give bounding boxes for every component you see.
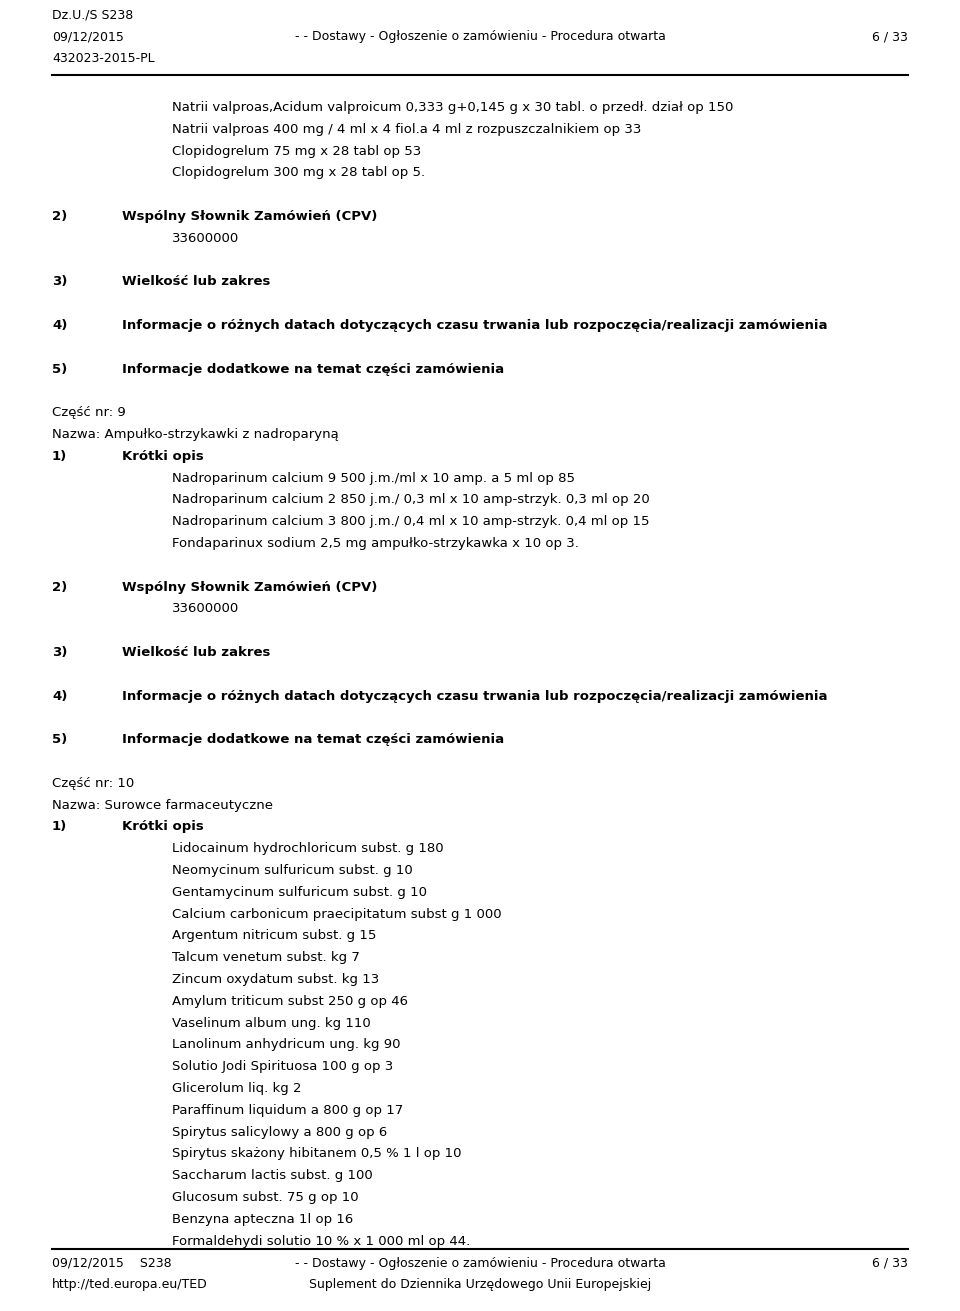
Text: Informacje dodatkowe na temat części zamówienia: Informacje dodatkowe na temat części zam… <box>122 363 504 375</box>
Text: Dz.U./S S238: Dz.U./S S238 <box>52 8 133 21</box>
Text: Fondaparinux sodium 2,5 mg ampułko-strzykawka x 10 op 3.: Fondaparinux sodium 2,5 mg ampułko-strzy… <box>172 538 579 551</box>
Text: Informacje o różnych datach dotyczących czasu trwania lub rozpoczęcia/realizacji: Informacje o różnych datach dotyczących … <box>122 319 828 332</box>
Text: Formaldehydi solutio 10 % x 1 000 ml op 44.: Formaldehydi solutio 10 % x 1 000 ml op … <box>172 1235 470 1248</box>
Text: Vaselinum album ung. kg 110: Vaselinum album ung. kg 110 <box>172 1016 371 1029</box>
Text: Informacje dodatkowe na temat części zamówienia: Informacje dodatkowe na temat części zam… <box>122 733 504 746</box>
Text: Nadroparinum calcium 9 500 j.m./ml x 10 amp. a 5 ml op 85: Nadroparinum calcium 9 500 j.m./ml x 10 … <box>172 472 575 485</box>
Text: Glucosum subst. 75 g op 10: Glucosum subst. 75 g op 10 <box>172 1190 359 1203</box>
Text: Gentamycinum sulfuricum subst. g 10: Gentamycinum sulfuricum subst. g 10 <box>172 886 427 899</box>
Text: Natrii valproas,Acidum valproicum 0,333 g+0,145 g x 30 tabl. o przedł. dział op : Natrii valproas,Acidum valproicum 0,333 … <box>172 101 733 114</box>
Text: Suplement do Dziennika Urzędowego Unii Europejskiej: Suplement do Dziennika Urzędowego Unii E… <box>309 1278 651 1291</box>
Text: Spirytus salicylowy a 800 g op 6: Spirytus salicylowy a 800 g op 6 <box>172 1126 387 1138</box>
Text: Część nr: 10: Część nr: 10 <box>52 777 134 789</box>
Text: 33600000: 33600000 <box>172 602 239 615</box>
Text: Argentum nitricum subst. g 15: Argentum nitricum subst. g 15 <box>172 929 376 943</box>
Text: Wielkość lub zakres: Wielkość lub zakres <box>122 646 271 659</box>
Text: 5): 5) <box>52 363 67 375</box>
Text: Natrii valproas 400 mg / 4 ml x 4 fiol.a 4 ml z rozpuszczalnikiem op 33: Natrii valproas 400 mg / 4 ml x 4 fiol.a… <box>172 123 641 136</box>
Text: 432023-2015-PL: 432023-2015-PL <box>52 52 155 66</box>
Text: 6 / 33: 6 / 33 <box>872 1257 908 1270</box>
Text: Neomycinum sulfuricum subst. g 10: Neomycinum sulfuricum subst. g 10 <box>172 864 413 877</box>
Text: Lanolinum anhydricum ung. kg 90: Lanolinum anhydricum ung. kg 90 <box>172 1038 400 1051</box>
Text: Benzyna apteczna 1l op 16: Benzyna apteczna 1l op 16 <box>172 1213 353 1226</box>
Text: Nazwa: Surowce farmaceutyczne: Nazwa: Surowce farmaceutyczne <box>52 798 273 812</box>
Text: Część nr: 9: Część nr: 9 <box>52 406 126 420</box>
Text: Calcium carbonicum praecipitatum subst g 1 000: Calcium carbonicum praecipitatum subst g… <box>172 907 502 920</box>
Text: Wielkość lub zakres: Wielkość lub zakres <box>122 275 271 288</box>
Text: - - Dostawy - Ogłoszenie o zamówieniu - Procedura otwarta: - - Dostawy - Ogłoszenie o zamówieniu - … <box>295 30 665 43</box>
Text: Informacje o różnych datach dotyczących czasu trwania lub rozpoczęcia/realizacji: Informacje o różnych datach dotyczących … <box>122 690 828 703</box>
Text: Wspólny Słownik Zamówień (CPV): Wspólny Słownik Zamówień (CPV) <box>122 581 377 594</box>
Text: Clopidogrelum 75 mg x 28 tabl op 53: Clopidogrelum 75 mg x 28 tabl op 53 <box>172 144 421 157</box>
Text: Wspólny Słownik Zamówień (CPV): Wspólny Słownik Zamówień (CPV) <box>122 210 377 223</box>
Text: 3): 3) <box>52 275 67 288</box>
Text: Paraffinum liquidum a 800 g op 17: Paraffinum liquidum a 800 g op 17 <box>172 1104 403 1117</box>
Text: Solutio Jodi Spirituosa 100 g op 3: Solutio Jodi Spirituosa 100 g op 3 <box>172 1061 394 1074</box>
Text: Krótki opis: Krótki opis <box>122 450 204 463</box>
Text: 4): 4) <box>52 690 67 703</box>
Text: Spirytus skażony hibitanem 0,5 % 1 l op 10: Spirytus skażony hibitanem 0,5 % 1 l op … <box>172 1147 462 1160</box>
Text: Talcum venetum subst. kg 7: Talcum venetum subst. kg 7 <box>172 952 360 964</box>
Text: Glicerolum liq. kg 2: Glicerolum liq. kg 2 <box>172 1082 301 1095</box>
Text: - - Dostawy - Ogłoszenie o zamówieniu - Procedura otwarta: - - Dostawy - Ogłoszenie o zamówieniu - … <box>295 1257 665 1270</box>
Text: 33600000: 33600000 <box>172 232 239 245</box>
Text: Lidocainum hydrochloricum subst. g 180: Lidocainum hydrochloricum subst. g 180 <box>172 842 444 855</box>
Text: Amylum triticum subst 250 g op 46: Amylum triticum subst 250 g op 46 <box>172 995 408 1008</box>
Text: Clopidogrelum 300 mg x 28 tabl op 5.: Clopidogrelum 300 mg x 28 tabl op 5. <box>172 166 425 180</box>
Text: 1): 1) <box>52 821 67 834</box>
Text: Nadroparinum calcium 3 800 j.m./ 0,4 ml x 10 amp-strzyk. 0,4 ml op 15: Nadroparinum calcium 3 800 j.m./ 0,4 ml … <box>172 515 650 528</box>
Text: Nadroparinum calcium 2 850 j.m./ 0,3 ml x 10 amp-strzyk. 0,3 ml op 20: Nadroparinum calcium 2 850 j.m./ 0,3 ml … <box>172 493 650 506</box>
Text: 2): 2) <box>52 581 67 594</box>
Text: Nazwa: Ampułko-strzykawki z nadroparyną: Nazwa: Ampułko-strzykawki z nadroparyną <box>52 427 339 440</box>
Text: Saccharum lactis subst. g 100: Saccharum lactis subst. g 100 <box>172 1169 372 1183</box>
Text: 3): 3) <box>52 646 67 659</box>
Text: 2): 2) <box>52 210 67 223</box>
Text: 6 / 33: 6 / 33 <box>872 30 908 43</box>
Text: 09/12/2015    S238: 09/12/2015 S238 <box>52 1257 172 1270</box>
Text: Zincum oxydatum subst. kg 13: Zincum oxydatum subst. kg 13 <box>172 973 379 986</box>
Text: 5): 5) <box>52 733 67 746</box>
Text: 09/12/2015: 09/12/2015 <box>52 30 124 43</box>
Text: Krótki opis: Krótki opis <box>122 821 204 834</box>
Text: http://ted.europa.eu/TED: http://ted.europa.eu/TED <box>52 1278 207 1291</box>
Text: 4): 4) <box>52 319 67 332</box>
Text: 1): 1) <box>52 450 67 463</box>
